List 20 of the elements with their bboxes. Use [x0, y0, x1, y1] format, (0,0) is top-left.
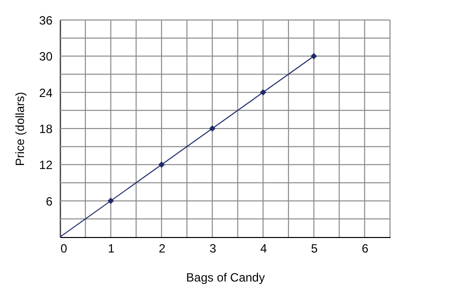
y-tick-label: 36	[39, 14, 53, 28]
x-tick-label: 6	[362, 242, 369, 256]
point	[158, 162, 165, 168]
x-axis-title: Bags of Candy	[186, 270, 265, 284]
x-tick-label: 1	[108, 242, 115, 256]
point	[310, 53, 318, 60]
y-tick-label: 18	[39, 122, 53, 136]
y-axis-title: Price (dollars)	[13, 92, 28, 166]
x-tick-label: 2	[158, 242, 166, 256]
y-tick-label: 30	[39, 50, 53, 64]
x-tick-label: 0	[60, 242, 68, 256]
y-tick-label: 12	[39, 158, 53, 172]
point	[108, 198, 114, 204]
x-tick-label: 5	[311, 242, 318, 256]
y-tick-label: 6	[46, 194, 53, 208]
x-tick-label: 4	[260, 242, 268, 256]
y-tick-label: 24	[39, 86, 53, 100]
x-tick-label: 3	[209, 242, 216, 256]
point	[209, 125, 216, 132]
point	[260, 89, 266, 96]
